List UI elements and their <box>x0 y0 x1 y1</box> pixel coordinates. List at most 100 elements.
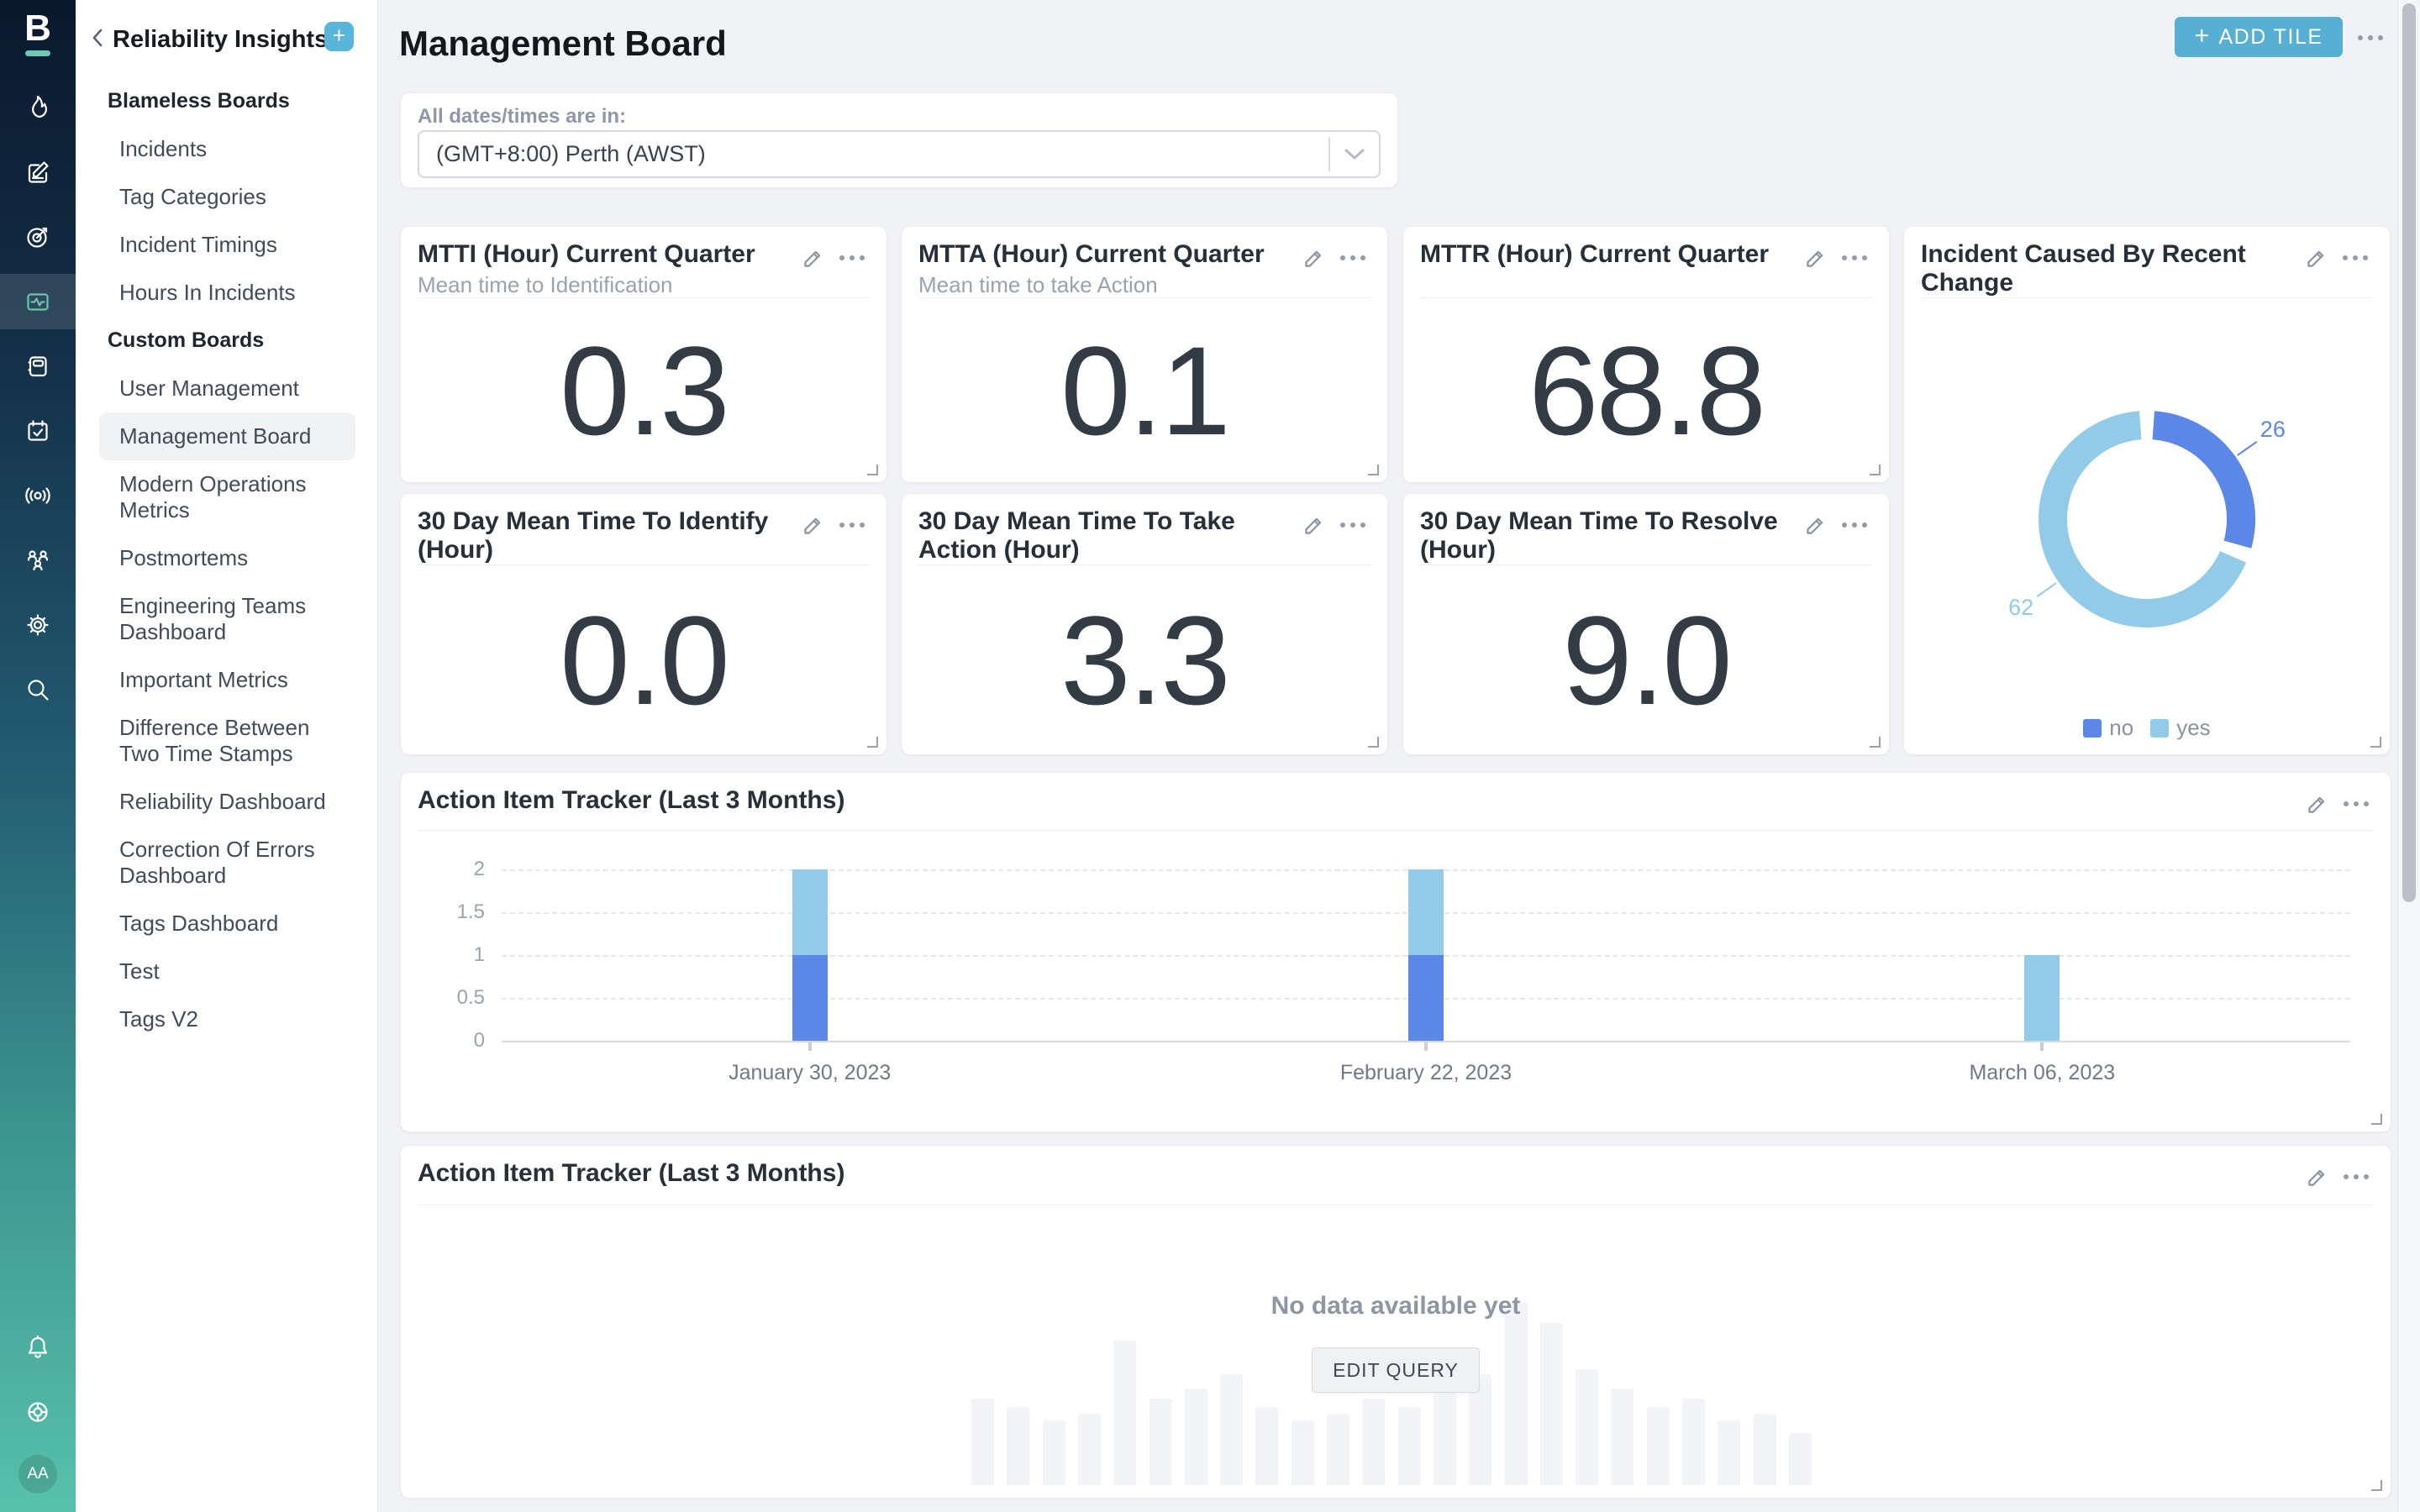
sidebar-item-modern-operations-metrics[interactable]: Modern Operations Metrics <box>119 471 307 522</box>
tile-subtitle: Mean time to Identification <box>418 272 673 297</box>
blameless-logo[interactable]: B <box>0 8 76 56</box>
rail-item-settings-gear-icon[interactable] <box>0 597 76 653</box>
sidebar-item-important-metrics[interactable]: Important Metrics <box>119 667 288 692</box>
skeleton-bar <box>1327 1414 1349 1485</box>
edit-pencil-icon[interactable] <box>2304 247 2328 275</box>
bar-segment[interactable] <box>1408 955 1444 1041</box>
rail-item-search-icon[interactable] <box>0 662 76 717</box>
divider <box>918 564 1370 565</box>
scrollbar-thumb[interactable] <box>2402 3 2416 902</box>
metric-value: 68.8 <box>1528 320 1766 461</box>
edit-pencil-icon[interactable] <box>801 514 824 542</box>
sidebar-item-postmortems[interactable]: Postmortems <box>119 545 249 570</box>
resize-handle[interactable] <box>1368 465 1379 475</box>
legend-swatch <box>2083 718 2102 738</box>
edit-pencil-icon[interactable] <box>1803 247 1827 275</box>
skeleton-bar <box>1576 1369 1599 1485</box>
resize-handle[interactable] <box>2370 737 2381 748</box>
card-more-menu[interactable] <box>2344 1174 2369 1179</box>
add-board-button[interactable]: + <box>324 22 354 51</box>
sidebar-item-user-management[interactable]: User Management <box>119 375 299 401</box>
rail-item-schedule-calendar-icon[interactable] <box>0 403 76 459</box>
edit-pencil-icon[interactable] <box>1803 514 1827 542</box>
resize-handle[interactable] <box>2371 1114 2382 1125</box>
y-axis-tick-label: 2 <box>473 858 485 880</box>
resize-handle[interactable] <box>867 465 878 475</box>
x-axis-tick <box>808 1042 812 1051</box>
sidebar-item-correction-of-errors-dashboard[interactable]: Correction Of Errors Dashboard <box>119 837 315 888</box>
y-axis-tick-label: 1.5 <box>456 900 485 923</box>
rail-item-comms-broadcast-icon[interactable] <box>0 468 76 523</box>
sidebar-item-tags-dashboard[interactable]: Tags Dashboard <box>119 911 279 936</box>
bar-segment[interactable] <box>792 955 828 1041</box>
sidebar-item-incidents[interactable]: Incidents <box>119 136 208 161</box>
bar-segment[interactable] <box>2024 955 2060 1041</box>
resize-handle[interactable] <box>1870 465 1881 475</box>
edit-pencil-icon[interactable] <box>2305 1166 2328 1194</box>
tile-more-menu[interactable] <box>1842 522 1867 528</box>
add-tile-button[interactable]: + ADD TILE <box>2175 17 2343 57</box>
rail-item-insights-monitor-icon[interactable] <box>0 274 76 329</box>
edit-pencil-icon[interactable] <box>1302 247 1325 275</box>
tile-more-menu[interactable] <box>1340 522 1365 528</box>
skeleton-bar <box>1042 1420 1065 1485</box>
sidebar-item-test[interactable]: Test <box>119 958 160 984</box>
tile-more-menu[interactable] <box>2343 255 2368 260</box>
skeleton-bar <box>1149 1399 1172 1485</box>
rail-item-objectives-target-icon[interactable] <box>0 209 76 265</box>
skeleton-bar <box>1504 1302 1528 1485</box>
timezone-card: All dates/times are in: (GMT+8:00) Perth… <box>401 93 1397 187</box>
sidebar-header: Reliability Insights + <box>76 0 377 77</box>
sidebar-item-hours-in-incidents[interactable]: Hours In Incidents <box>119 280 296 305</box>
timezone-select[interactable]: (GMT+8:00) Perth (AWST) <box>418 130 1381 178</box>
edit-pencil-icon[interactable] <box>2305 793 2328 821</box>
sidebar-item-management-board[interactable]: Management Board <box>99 412 355 460</box>
bar-segment[interactable] <box>1408 869 1444 955</box>
resize-handle[interactable] <box>1870 737 1881 748</box>
tile-more-menu[interactable] <box>839 255 865 260</box>
edit-pencil-icon[interactable] <box>1302 514 1325 542</box>
resize-handle[interactable] <box>1368 737 1379 748</box>
rail-item-teams-people-icon[interactable] <box>0 533 76 588</box>
avatar[interactable]: AA <box>18 1455 57 1494</box>
donut-slice-yes[interactable] <box>2038 411 2247 628</box>
add-tile-label: ADD TILE <box>2218 24 2323 49</box>
bar-segment[interactable] <box>792 869 828 955</box>
metric-value: 9.0 <box>1562 590 1733 731</box>
tile-more-menu[interactable] <box>839 522 865 528</box>
donut-slice-no[interactable] <box>2152 411 2255 549</box>
skeleton-bar <box>1646 1407 1670 1485</box>
board-more-menu[interactable] <box>2358 35 2383 40</box>
tile-more-menu[interactable] <box>1340 255 1365 260</box>
skeleton-bar <box>1682 1399 1705 1485</box>
edit-pencil-icon[interactable] <box>801 247 824 275</box>
scrollbar-track[interactable] <box>2397 0 2420 1512</box>
sidebar-item-engineering-teams-dashboard[interactable]: Engineering Teams Dashboard <box>119 593 307 644</box>
skeleton-bar <box>1007 1407 1030 1485</box>
sidebar-title: Reliability Insights <box>113 26 329 53</box>
resize-handle[interactable] <box>2371 1480 2382 1491</box>
tile-title: MTTA (Hour) Current Quarter <box>918 240 1265 268</box>
card-more-menu[interactable] <box>2344 801 2369 806</box>
rail-item-incidents-flame-icon[interactable] <box>0 80 76 135</box>
rail-item-notifications-bell-icon[interactable] <box>0 1320 76 1375</box>
sidebar-item-tags-v2[interactable]: Tags V2 <box>119 1006 198 1032</box>
skeleton-bar <box>1077 1414 1101 1485</box>
skeleton-bar <box>1788 1433 1812 1485</box>
sidebar-item-tag-categories[interactable]: Tag Categories <box>119 184 266 209</box>
logo-letter: B <box>24 8 51 49</box>
donut-chart: 26 62 <box>2008 411 2286 628</box>
back-chevron-icon[interactable] <box>87 25 109 50</box>
skeleton-bar <box>1433 1389 1456 1485</box>
rail-item-postmortems-compose-icon[interactable] <box>0 144 76 200</box>
rail-item-help-lifebuoy-icon[interactable] <box>0 1384 76 1440</box>
edit-query-button[interactable]: EDIT QUERY <box>1312 1347 1480 1393</box>
skeleton-bar <box>1611 1389 1634 1485</box>
rail-item-runbooks-book-icon[interactable] <box>0 339 76 394</box>
resize-handle[interactable] <box>867 737 878 748</box>
tile-more-menu[interactable] <box>1842 255 1867 260</box>
sidebar-item-reliability-dashboard[interactable]: Reliability Dashboard <box>119 789 326 814</box>
sidebar-item-incident-timings[interactable]: Incident Timings <box>119 232 277 257</box>
divider <box>418 830 2374 831</box>
sidebar-item-difference-between-two-time-stamps[interactable]: Difference Between Two Time Stamps <box>119 715 310 766</box>
